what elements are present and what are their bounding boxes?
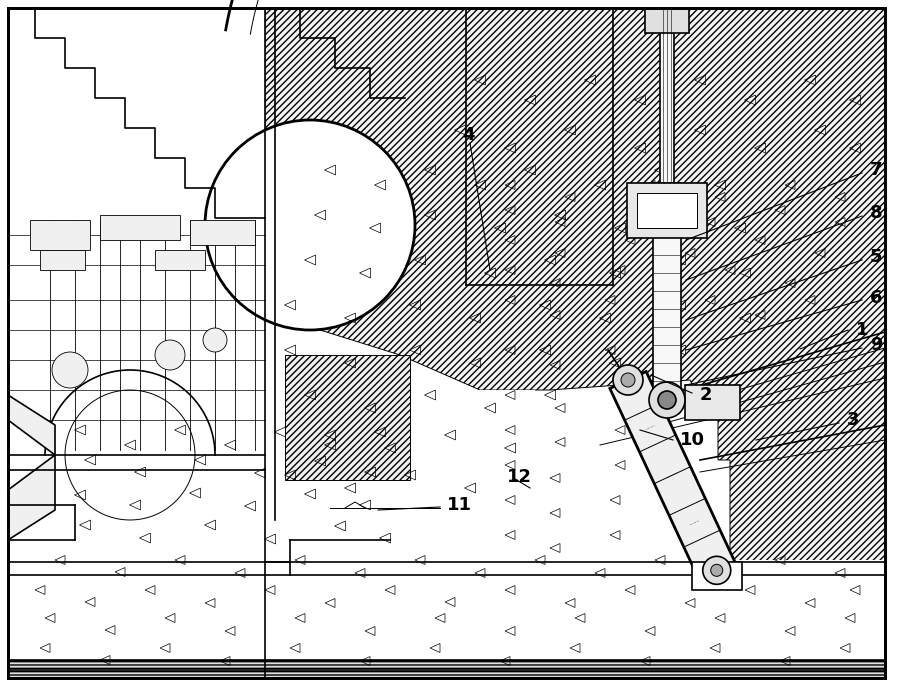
Text: 4: 4 — [462, 126, 475, 144]
Bar — [660, 8, 674, 183]
Polygon shape — [8, 395, 55, 455]
Circle shape — [658, 391, 676, 409]
Circle shape — [703, 557, 731, 584]
Text: 11: 11 — [447, 496, 472, 514]
Text: 7: 7 — [870, 161, 882, 179]
Text: 5: 5 — [870, 248, 882, 266]
Bar — [645, 8, 689, 33]
Circle shape — [649, 382, 685, 418]
Polygon shape — [285, 355, 410, 480]
Polygon shape — [610, 372, 735, 579]
Bar — [40, 250, 85, 270]
Bar — [8, 8, 265, 678]
Polygon shape — [265, 8, 885, 570]
Circle shape — [203, 328, 227, 352]
Bar — [627, 183, 707, 238]
Bar — [653, 183, 681, 400]
Bar — [100, 215, 180, 240]
Text: 9: 9 — [870, 336, 882, 354]
Circle shape — [613, 365, 643, 395]
Bar — [8, 560, 885, 670]
Polygon shape — [8, 455, 55, 540]
Circle shape — [155, 340, 185, 370]
Bar — [155, 250, 205, 270]
Text: 8: 8 — [870, 204, 883, 222]
Text: 2: 2 — [700, 386, 713, 404]
Text: 3: 3 — [847, 411, 860, 429]
Circle shape — [205, 120, 415, 330]
Bar — [685, 385, 740, 420]
Bar — [265, 390, 535, 590]
Bar — [8, 660, 885, 678]
Text: 10: 10 — [680, 431, 705, 449]
Bar — [30, 220, 90, 250]
Bar — [190, 220, 255, 245]
Circle shape — [711, 564, 723, 577]
Text: 1: 1 — [856, 321, 869, 339]
Text: 6: 6 — [870, 289, 882, 307]
Circle shape — [52, 352, 88, 388]
Text: 12: 12 — [507, 468, 532, 486]
Circle shape — [621, 373, 635, 387]
Bar — [692, 562, 742, 590]
Bar — [637, 193, 697, 228]
